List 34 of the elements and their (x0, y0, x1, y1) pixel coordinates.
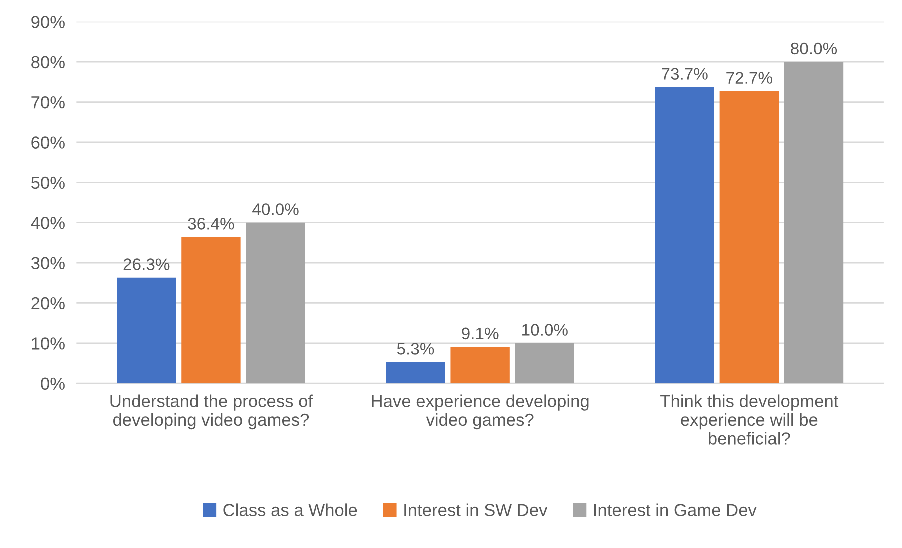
data-label: 73.7% (662, 68, 708, 80)
data-label: 40.0% (252, 204, 299, 216)
bar (117, 278, 176, 384)
bar (386, 362, 446, 384)
y-tick-label: 20% (32, 297, 65, 310)
legend-label: Interest in SW Dev (404, 504, 548, 516)
y-tick-label: 30% (31, 257, 65, 270)
y-tick-label: 0% (41, 378, 65, 390)
bar (450, 347, 510, 384)
bar (720, 91, 780, 384)
data-label: 72.7% (726, 72, 772, 84)
data-label: 5.3% (397, 343, 434, 355)
legend-label: Interest in Game Dev (594, 504, 757, 516)
y-tick-label: 90% (32, 16, 65, 28)
bar (182, 237, 241, 384)
y-tick-label: 50% (32, 176, 65, 190)
bar (655, 87, 714, 384)
bar (246, 222, 306, 384)
bar (784, 62, 844, 384)
legend-label: Class as a Whole (224, 504, 358, 516)
y-tick-label: 70% (32, 96, 65, 109)
y-tick-label: 80% (32, 56, 65, 69)
x-tick-label: Have experience developing video games? (372, 394, 589, 430)
data-label: 10.0% (522, 324, 568, 336)
y-tick-label: 40% (31, 217, 65, 230)
data-label: 80.0% (791, 42, 838, 55)
x-tick-label: Understand the process of developing video games? (110, 394, 314, 430)
bar (515, 343, 574, 384)
y-tick-label: 10% (32, 338, 65, 350)
data-label: 36.4% (188, 218, 234, 230)
data-label: 9.1% (462, 328, 499, 340)
x-tick-label: Think this development experience will be beneficial? (660, 394, 839, 445)
data-label: 26.3% (124, 258, 170, 270)
y-tick-label: 60% (32, 136, 65, 149)
